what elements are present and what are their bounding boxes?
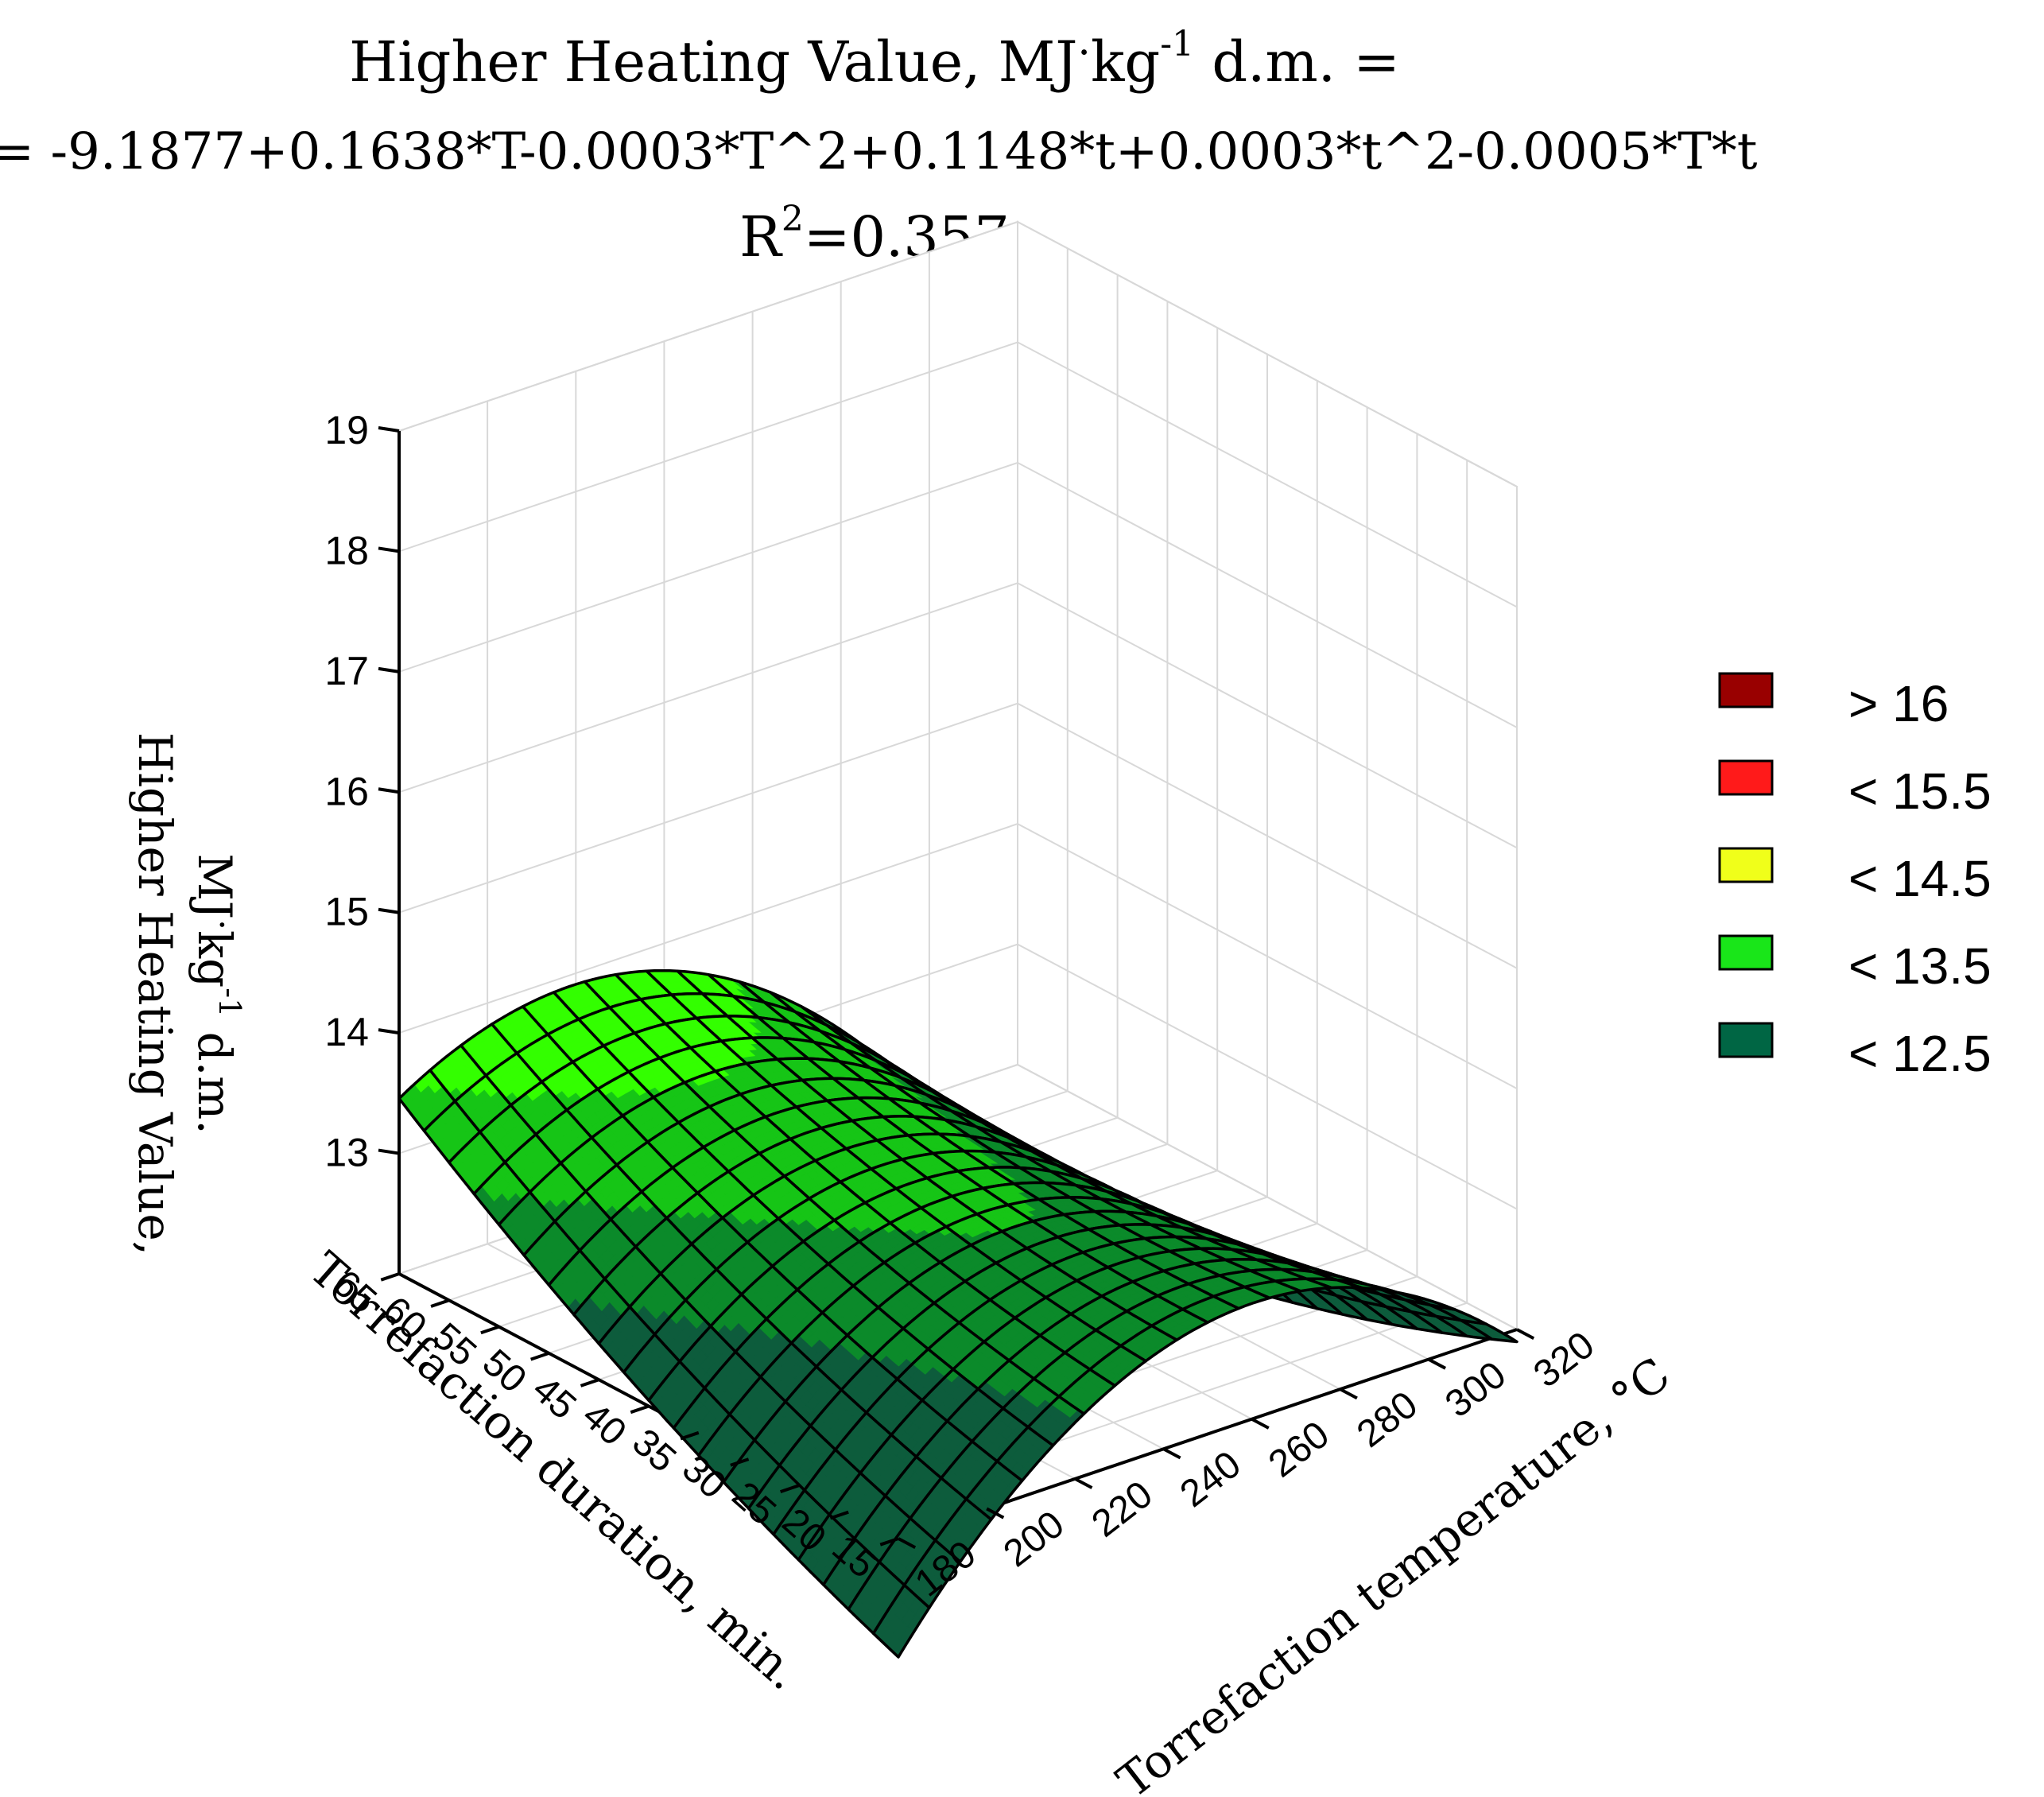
chart-title: Higher Heating Value, MJ·kg-1 d.m. = = -…: [0, 24, 1758, 270]
title-line-1: Higher Heating Value, MJ·kg-1 d.m. =: [349, 24, 1400, 95]
surface-cell: [707, 972, 766, 1004]
surface-cell: [813, 1040, 872, 1069]
surface-cell: [614, 969, 673, 1001]
title-line-2: = -9.1877+0.1638*T-0.0003*T^2+0.1148*t+0…: [0, 122, 1758, 181]
surface-mesh: [398, 968, 1518, 1659]
